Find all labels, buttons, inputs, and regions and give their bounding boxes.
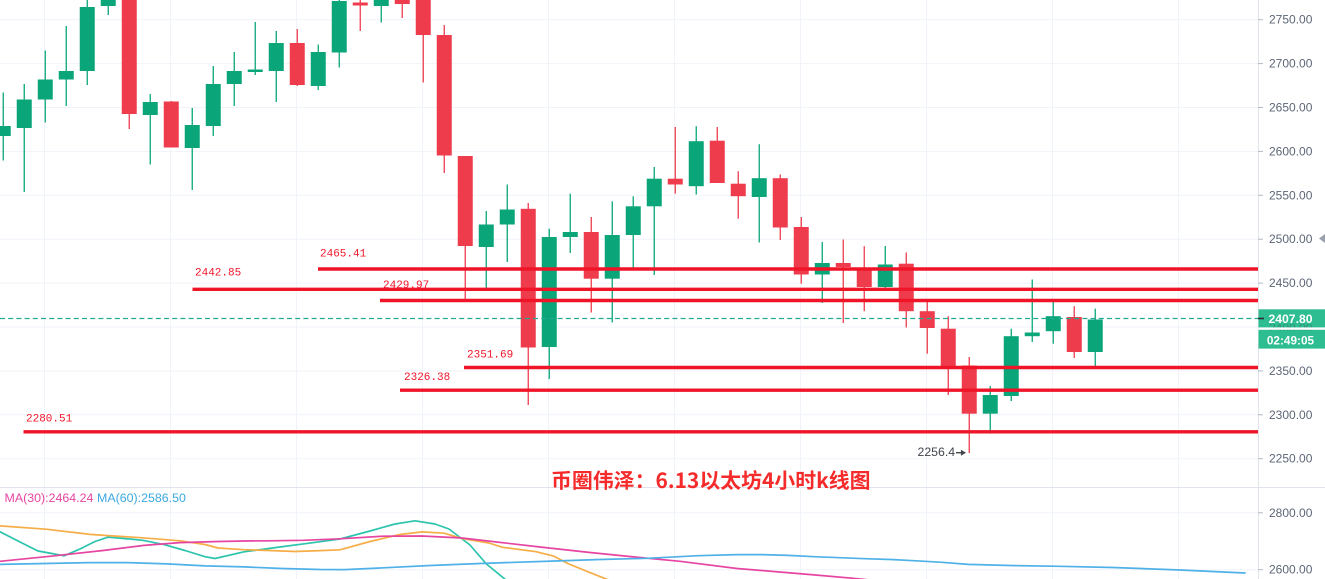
svg-text:2650.00: 2650.00 [1269,101,1313,115]
svg-text:MA(30):2464.24: MA(30):2464.24 [5,491,94,505]
svg-text:2442.85: 2442.85 [195,268,241,280]
svg-text:2280.51: 2280.51 [26,414,73,426]
svg-text:2351.69: 2351.69 [467,350,513,362]
svg-text:2550.00: 2550.00 [1269,188,1313,202]
svg-text:2429.97: 2429.97 [383,280,429,292]
svg-text:2407.80: 2407.80 [1268,312,1312,326]
svg-text:2256.4: 2256.4 [918,445,956,459]
svg-text:2250.00: 2250.00 [1269,452,1313,466]
svg-text:2600.00: 2600.00 [1269,144,1313,158]
svg-text:2450.00: 2450.00 [1269,276,1313,290]
svg-text:2500.00: 2500.00 [1269,232,1313,246]
svg-text:2800.00: 2800.00 [1269,506,1313,520]
svg-text:2300.00: 2300.00 [1269,408,1313,422]
svg-text:2350.00: 2350.00 [1269,364,1313,378]
svg-text:2600.00: 2600.00 [1269,563,1313,577]
svg-text:2700.00: 2700.00 [1269,57,1313,71]
svg-text:2326.38: 2326.38 [404,372,450,384]
svg-text:2465.41: 2465.41 [320,249,367,261]
svg-text:2750.00: 2750.00 [1269,13,1313,27]
svg-text:MA(60):2586.50: MA(60):2586.50 [97,491,186,505]
svg-text:02:49:05: 02:49:05 [1267,334,1315,348]
